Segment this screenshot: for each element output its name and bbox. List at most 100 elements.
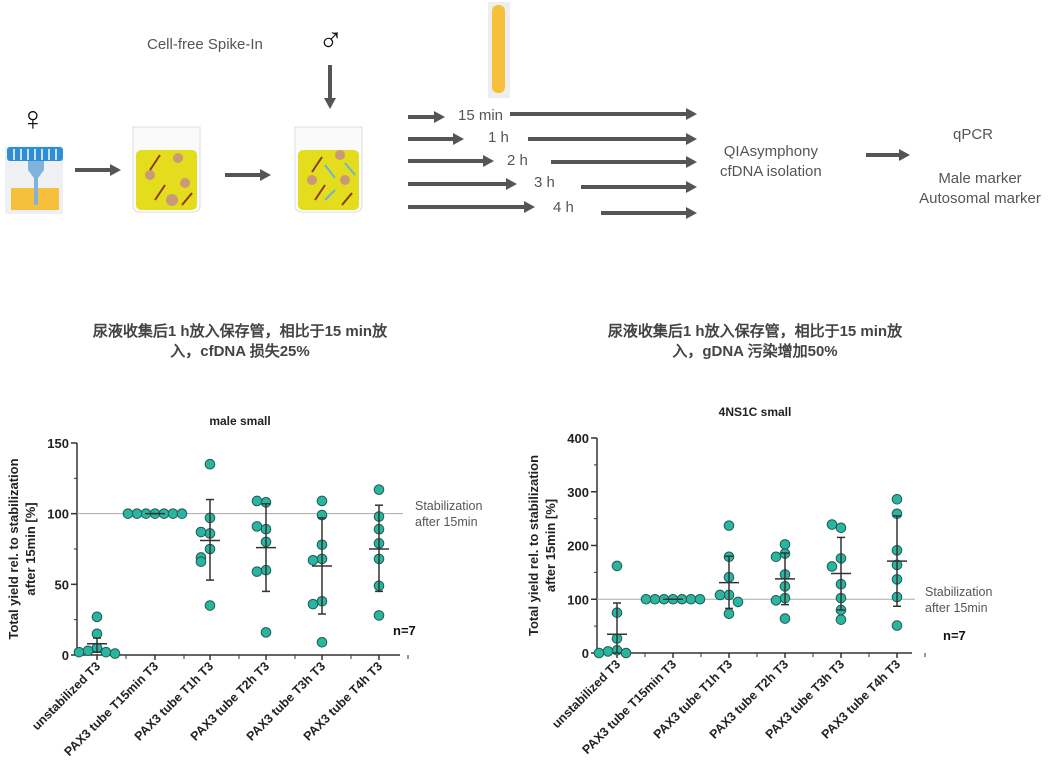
y-tick-label: 0 [582, 646, 589, 661]
isolation-label-line2: cfDNA isolation [720, 163, 822, 180]
series-4 [826, 519, 851, 625]
chart-1: male small Total yield rel. to stabilizat… [6, 414, 482, 759]
series-4 [307, 495, 332, 648]
data-point [640, 593, 652, 605]
female-symbol-icon: ♀ [20, 100, 46, 138]
data-point [109, 648, 121, 659]
data-point [176, 508, 188, 519]
right-caption-line1: 尿液收集后1 h放入保存管，相比于15 min放 [607, 323, 903, 340]
data-point [316, 636, 328, 648]
data-point [770, 551, 782, 563]
y-axis-label-line2: after 15min [%] [543, 499, 558, 592]
series-1 [640, 593, 706, 605]
data-point [91, 611, 103, 623]
y-tick-label: 300 [567, 485, 589, 500]
flow-arrows [75, 65, 910, 219]
data-point [251, 495, 263, 507]
reference-line-label-line1: Stabilization [415, 499, 482, 513]
series-3 [770, 539, 795, 624]
data-point [891, 493, 903, 505]
data-point [714, 589, 726, 601]
timepoint-label: 4 h [553, 199, 574, 216]
data-point [131, 508, 143, 519]
right-caption-line2: 入，gDNA 污染增加50% [672, 343, 838, 360]
data-point [91, 628, 103, 640]
left-caption-line1: 尿液收集后1 h放入保存管，相比于15 min放 [92, 323, 388, 340]
data-point [779, 613, 791, 624]
spike-in-label: Cell-free Spike-In [147, 36, 263, 53]
data-point [723, 608, 735, 620]
chart-2: 4NS1C small Total yield rel. to stabiliza… [526, 405, 992, 757]
data-point [100, 646, 112, 658]
data-point [649, 593, 661, 605]
series-3 [251, 495, 276, 638]
data-point [204, 600, 216, 611]
data-point [73, 646, 85, 658]
right-caption: 尿液收集后1 h放入保存管，相比于15 min放 入，gDNA 污染增加50% [535, 322, 975, 362]
n-label: n=7 [943, 628, 966, 643]
data-point [195, 556, 207, 568]
y-tick-label: 100 [567, 592, 589, 607]
series-0 [73, 611, 121, 659]
data-point [826, 561, 838, 572]
data-point [694, 593, 706, 605]
data-point [204, 458, 216, 470]
x-tick-label: PAX3 tube T15min T3 [61, 659, 161, 759]
data-point [373, 610, 385, 621]
series-0 [593, 560, 632, 659]
reference-line-label-line1: Stabilization [925, 585, 992, 599]
urine-container-icon [5, 146, 63, 214]
reference-line-label: Stabilization after 15min [925, 585, 992, 615]
data-point [723, 520, 735, 531]
data-point [373, 484, 385, 495]
y-axis-label-line1: Total yield rel. to stabilization [6, 458, 21, 639]
data-point [611, 560, 623, 572]
y-axis-label-line2: after 15min [%] [23, 502, 38, 595]
data-point [891, 620, 903, 631]
y-tick-label: 150 [47, 436, 69, 451]
timepoint-label: 3 h [534, 174, 555, 191]
data-point [122, 508, 134, 519]
chart-title: male small [209, 414, 270, 428]
timepoint-label: 2 h [507, 152, 528, 169]
isolation-label: QIAsymphony cfDNA isolation [720, 142, 822, 182]
data-point [251, 566, 263, 577]
y-axis-label: Total yield rel. to stabilization after 1… [526, 455, 558, 636]
workflow-diagram [5, 2, 910, 219]
data-point [593, 647, 605, 659]
series-5 [887, 493, 907, 631]
marker-labels: Male marker Autosomal marker [900, 169, 1053, 209]
data-point [770, 595, 782, 606]
x-tick-label: PAX3 tube T15min T3 [579, 657, 679, 757]
series-5 [369, 484, 389, 621]
qpcr-label: qPCR [953, 126, 994, 143]
series-2 [195, 458, 220, 611]
charts-area: male small Total yield rel. to stabilizat… [6, 405, 992, 759]
n-label: n=7 [393, 623, 416, 638]
male-marker-label: Male marker [938, 170, 1022, 187]
data-point [779, 539, 791, 550]
left-caption-line2: 入，cfDNA 损失25% [170, 343, 310, 360]
isolation-label-line1: QIAsymphony [723, 143, 818, 160]
data-point [167, 508, 179, 519]
series-1 [122, 508, 188, 519]
data-point [602, 646, 614, 657]
y-axis-label-line1: Total yield rel. to stabilization [526, 455, 541, 636]
timepoint-label: 15 min [458, 107, 504, 124]
reference-line-label: Stabilization after 15min [415, 499, 482, 529]
beaker-spiked-icon [294, 126, 363, 213]
reference-line-label-line2: after 15min [415, 515, 478, 529]
y-tick-label: 200 [567, 539, 589, 554]
y-axis-label: Total yield rel. to stabilization after 1… [6, 458, 38, 639]
series-2 [714, 520, 744, 620]
autosomal-marker-label: Autosomal marker [919, 190, 1041, 207]
reference-line-label-line2: after 15min [925, 601, 988, 615]
y-tick-label: 50 [55, 577, 69, 592]
left-caption: 尿液收集后1 h放入保存管，相比于15 min放 入，cfDNA 损失25% [20, 322, 460, 362]
data-point [685, 593, 697, 605]
data-point [826, 519, 838, 530]
data-point [316, 495, 328, 507]
data-point [82, 645, 94, 657]
data-point [195, 526, 207, 538]
y-tick-label: 100 [47, 507, 69, 522]
